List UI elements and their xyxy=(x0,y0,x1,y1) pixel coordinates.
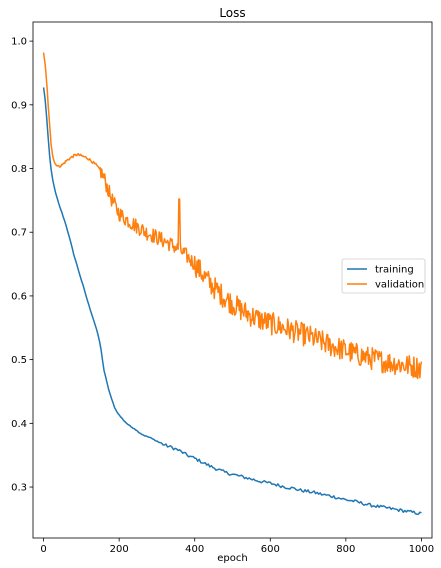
x-axis: 0 200 400 600 800 1000 xyxy=(40,538,434,555)
y-tick-label: 1.0 xyxy=(11,37,27,48)
legend-label-training: training xyxy=(375,265,414,276)
series-line-validation xyxy=(42,52,423,380)
y-tick-label: 0.6 xyxy=(11,291,27,302)
legend: training validation xyxy=(341,258,426,294)
plot-area xyxy=(42,52,423,515)
y-tick-label: 0.8 xyxy=(11,164,27,175)
x-tick-label: 600 xyxy=(261,544,280,555)
legend-label-validation: validation xyxy=(375,280,424,291)
x-axis-title: epoch xyxy=(217,553,247,564)
x-tick-label: 0 xyxy=(40,544,46,555)
x-tick-label: 1000 xyxy=(409,544,434,555)
y-tick-label: 0.4 xyxy=(11,419,27,430)
y-axis: 0.3 0.4 0.5 0.6 0.7 0.8 0.9 1.0 xyxy=(11,37,33,494)
axes-frame xyxy=(32,21,433,539)
y-tick-label: 0.5 xyxy=(11,355,27,366)
x-tick-label: 800 xyxy=(336,544,355,555)
y-tick-label: 0.7 xyxy=(11,228,27,239)
chart-title: Loss xyxy=(219,6,245,20)
y-tick-label: 0.3 xyxy=(11,483,27,494)
x-tick-label: 400 xyxy=(185,544,204,555)
x-tick-label: 200 xyxy=(110,544,129,555)
y-tick-label: 0.9 xyxy=(11,100,27,111)
series-line-training xyxy=(42,87,422,515)
